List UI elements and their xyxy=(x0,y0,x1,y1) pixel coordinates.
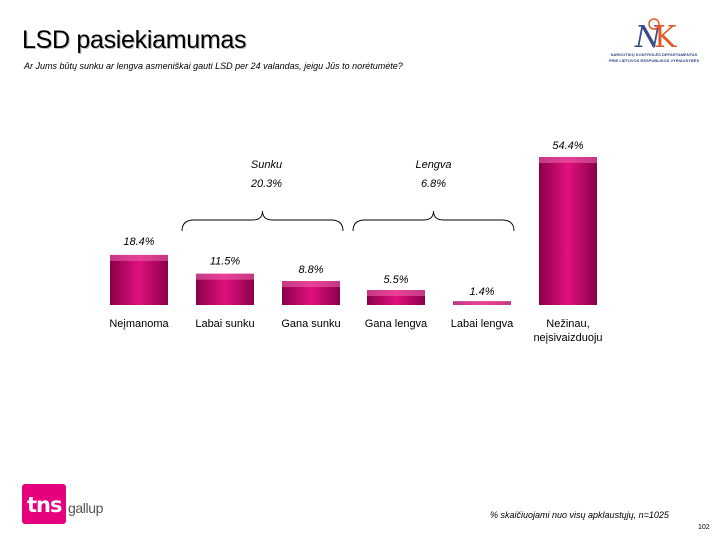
group-label: Sunku xyxy=(251,159,282,171)
group-label: Lengva xyxy=(415,159,451,171)
category-label: Labai sunku xyxy=(195,318,254,330)
svg-text:K: K xyxy=(654,20,677,54)
value-label: 8.8% xyxy=(298,264,323,276)
bar-highlight xyxy=(453,301,511,305)
survey-question: Ar Jums būtų sunku ar lengva asmeniškai … xyxy=(24,61,403,71)
value-label: 1.4% xyxy=(469,286,494,298)
sample-note: % skaičiuojami nuo visų apklaustųjų, n=1… xyxy=(490,510,669,520)
bar-highlight xyxy=(367,290,425,297)
bar-highlight xyxy=(539,157,597,163)
tns-box-icon xyxy=(22,484,66,524)
ntakd-name: NARKOTIKŲ KONTROLĖS DEPARTAMENTAS xyxy=(610,52,698,57)
tns-label: tns xyxy=(27,493,62,517)
category-label: Labai lengva xyxy=(451,318,514,330)
ntakd-logo: N K NARKOTIKŲ KONTROLĖS DEPARTAMENTAS PR… xyxy=(604,14,704,64)
slide-title: LSD pasiekiamumas xyxy=(22,26,247,54)
value-label: 54.4% xyxy=(552,140,583,152)
bar-highlight xyxy=(282,281,340,288)
category-label: Nežinau, xyxy=(546,318,589,330)
value-label: 18.4% xyxy=(123,236,154,248)
category-label: neįsivaizduoju xyxy=(533,332,602,344)
group-bracket xyxy=(181,210,344,232)
tns-gallup-logo: tns gallup xyxy=(22,478,114,526)
category-label: Neįmanoma xyxy=(109,318,169,330)
group-bracket xyxy=(352,210,515,232)
value-label: 11.5% xyxy=(210,256,241,268)
group-value: 20.3% xyxy=(250,178,282,190)
value-label: 5.5% xyxy=(383,274,408,286)
group-value: 6.8% xyxy=(421,178,446,190)
bar-highlight xyxy=(110,254,168,261)
bar-6 xyxy=(539,157,597,305)
bar-1 xyxy=(110,254,168,305)
gallup-label: gallup xyxy=(68,500,103,516)
page-number: 102 xyxy=(698,524,710,531)
category-label: Gana lengva xyxy=(365,318,428,330)
bar-highlight xyxy=(196,273,254,280)
category-label: Gana sunku xyxy=(281,318,340,330)
ntakd-emblem-icon: N K xyxy=(634,18,677,55)
ntakd-subname: PRIE LIETUVOS RESPUBLIKOS VYRIAUSYBĖS xyxy=(608,58,700,63)
